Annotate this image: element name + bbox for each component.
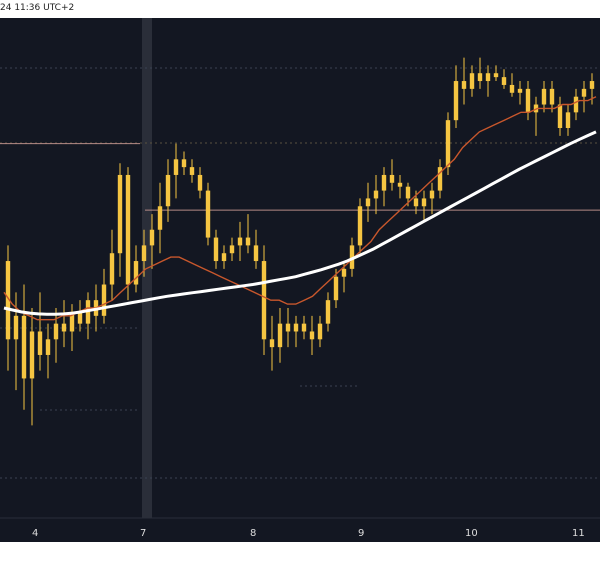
candle-body xyxy=(45,339,51,355)
chart-header: 24 11:36 UTC+2 xyxy=(0,0,600,18)
candle-body xyxy=(541,88,547,105)
candle-body xyxy=(477,73,483,82)
candle-body xyxy=(549,88,555,105)
candle-body xyxy=(349,245,355,269)
timestamp-label: 24 11:36 UTC+2 xyxy=(0,3,75,13)
candle-body xyxy=(461,81,467,89)
x-tick-label: 7 xyxy=(140,528,146,539)
candle-body xyxy=(133,261,139,285)
candle-body xyxy=(5,261,11,340)
x-tick-label: 8 xyxy=(250,528,256,539)
candle-body xyxy=(357,206,363,246)
candle-body xyxy=(205,190,211,238)
candle-body xyxy=(309,331,315,340)
candle-body xyxy=(373,190,379,199)
candle-body xyxy=(445,120,451,168)
candle-body xyxy=(53,323,59,340)
candle-body xyxy=(325,300,331,324)
candle-body xyxy=(413,198,419,207)
candle-body xyxy=(141,245,147,262)
candle-body xyxy=(573,96,579,113)
x-axis: 4 7 8 9 10 11 xyxy=(0,517,600,539)
candle-body xyxy=(493,73,499,78)
candle-body xyxy=(341,268,347,277)
candle-body xyxy=(397,182,403,187)
x-tick-label: 11 xyxy=(572,528,585,539)
candle-body xyxy=(581,88,587,97)
candle-body xyxy=(285,323,291,332)
candle-body xyxy=(509,84,515,93)
candle-body xyxy=(405,186,411,199)
candle-body xyxy=(381,174,387,191)
candle-body xyxy=(149,229,155,246)
candle-body xyxy=(269,339,275,348)
candle-body xyxy=(165,174,171,207)
candle-body xyxy=(317,323,323,340)
candle-body xyxy=(301,323,307,332)
candle-body xyxy=(261,261,267,340)
x-tick-label: 10 xyxy=(465,528,478,539)
ma-fast-line xyxy=(3,96,597,321)
candle-body xyxy=(277,323,283,348)
candle-body xyxy=(525,88,531,113)
candle-body xyxy=(157,206,163,230)
candle-body xyxy=(517,88,523,93)
candle-body xyxy=(37,331,43,355)
candle-body xyxy=(181,159,187,168)
candle-body xyxy=(229,245,235,254)
candle-body xyxy=(501,77,507,85)
candle-body xyxy=(221,253,227,262)
candle-body xyxy=(421,198,427,207)
candle-body xyxy=(453,81,459,121)
candle-body xyxy=(469,73,475,89)
chart-background xyxy=(0,18,600,542)
candlestick-chart[interactable]: 4 7 8 9 10 11 xyxy=(0,18,600,542)
candle-body xyxy=(117,174,123,254)
candle-body xyxy=(245,237,251,246)
candle-body xyxy=(485,73,491,82)
footer-strip xyxy=(0,542,600,566)
candle-body xyxy=(77,311,83,324)
candle-body xyxy=(437,167,443,191)
candle-body xyxy=(109,253,115,285)
candle-body xyxy=(173,159,179,175)
candle-body xyxy=(125,174,131,285)
candle-body xyxy=(21,315,27,379)
candle-body xyxy=(197,174,203,191)
candle-body xyxy=(61,323,67,332)
candle-body xyxy=(365,198,371,207)
x-tick-label: 9 xyxy=(358,528,364,539)
candle-body xyxy=(589,81,595,89)
horizontal-levels xyxy=(0,143,600,211)
candle-body xyxy=(253,245,259,262)
dotted-grid xyxy=(0,67,600,479)
candle-body xyxy=(389,174,395,183)
candle-body xyxy=(565,112,571,128)
candle-body xyxy=(237,237,243,246)
candle-body xyxy=(189,167,195,175)
candle-body xyxy=(101,284,107,316)
candle-body xyxy=(69,311,75,332)
candle-body xyxy=(13,315,19,340)
candle-body xyxy=(293,323,299,332)
candle-body xyxy=(557,104,563,128)
ma-slow-line xyxy=(3,130,597,316)
candle-body xyxy=(429,190,435,199)
candle-body xyxy=(213,237,219,262)
candle-body xyxy=(29,331,35,379)
candle-body xyxy=(333,276,339,301)
x-tick-label: 4 xyxy=(32,528,38,539)
